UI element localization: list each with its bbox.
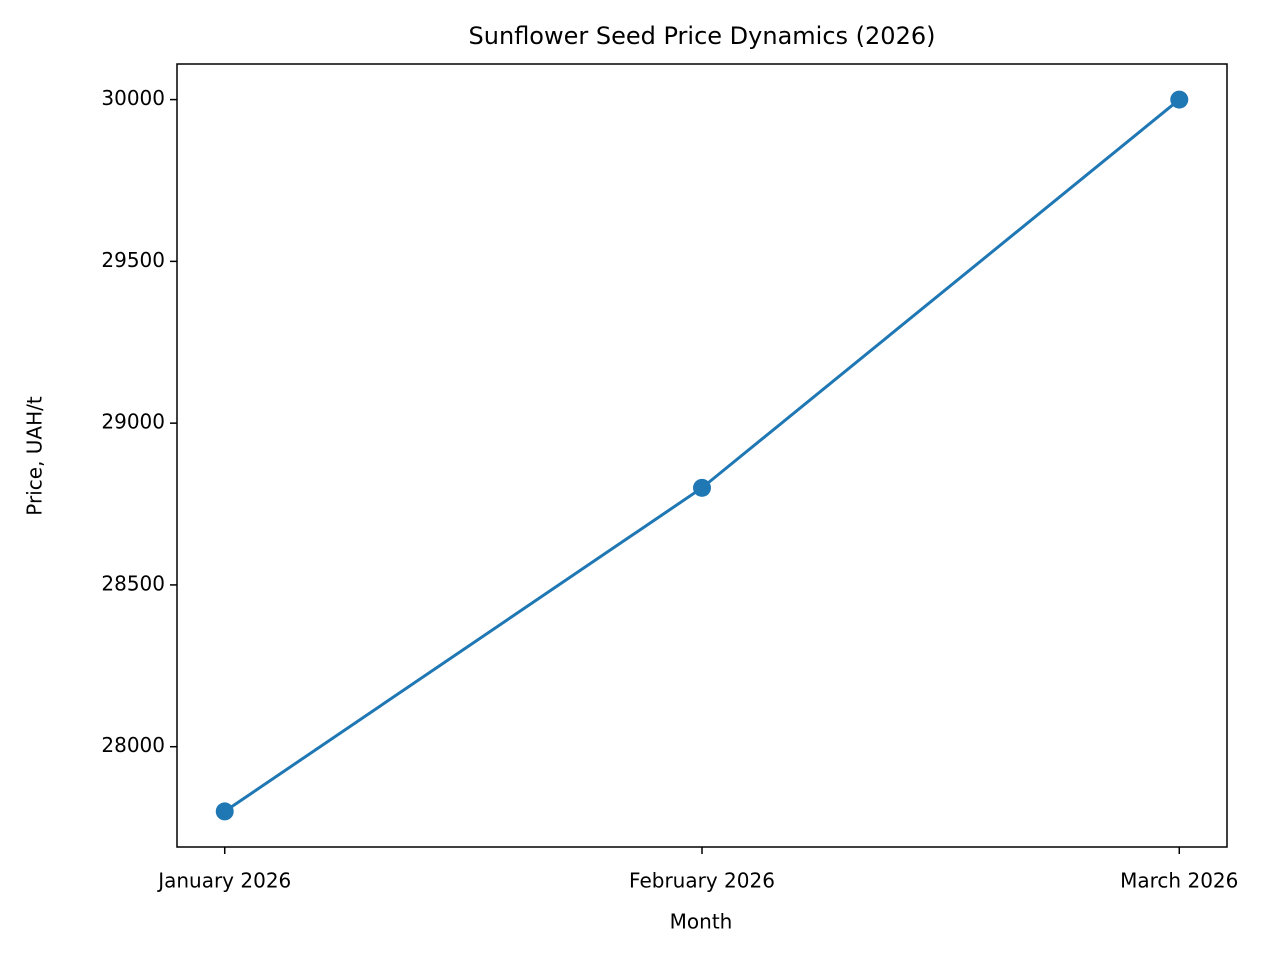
point	[1170, 90, 1189, 109]
y-tick-label: 28500	[101, 571, 165, 595]
y-tick-label: 28000	[101, 733, 165, 757]
y-tick-label: 30000	[101, 86, 165, 110]
y-tick-label: 29000	[101, 410, 165, 434]
x-tick-label: January 2026	[156, 869, 291, 893]
x-tick-label: March 2026	[1120, 869, 1238, 893]
y-tick-label: 29500	[101, 248, 165, 272]
x-axis-label: Month	[670, 910, 733, 934]
point	[693, 478, 711, 497]
y-axis-label: Price, UAH/t	[23, 396, 47, 516]
x-tick-label: February 2026	[629, 869, 775, 893]
chart-title: Sunflower Seed Price Dynamics (2026)	[469, 22, 936, 50]
point	[215, 802, 234, 821]
